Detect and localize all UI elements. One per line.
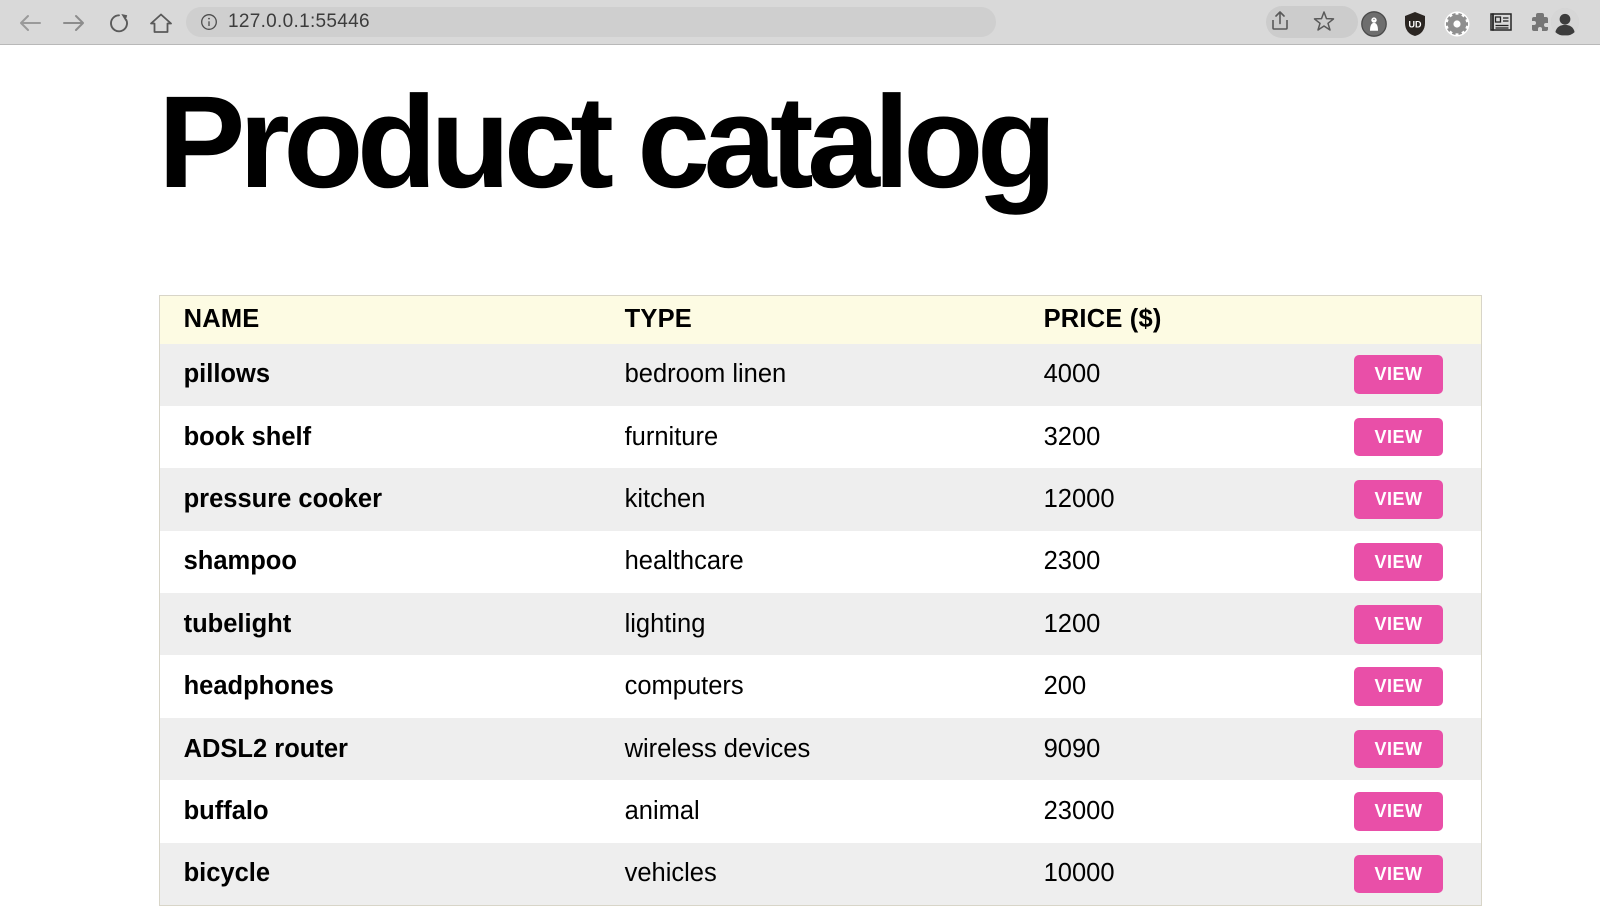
svg-text:UD: UD — [1409, 20, 1422, 30]
